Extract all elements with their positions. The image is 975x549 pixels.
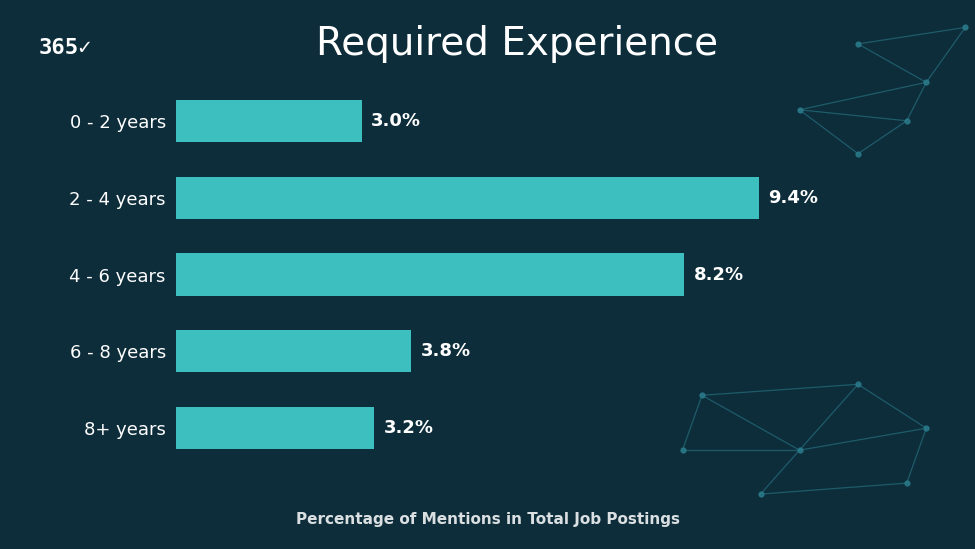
Bar — [176, 407, 374, 449]
Text: 9.4%: 9.4% — [768, 189, 818, 207]
Bar — [176, 330, 411, 372]
Text: 8.2%: 8.2% — [693, 266, 744, 283]
Text: 3.8%: 3.8% — [420, 342, 471, 360]
Bar — [176, 177, 759, 219]
Bar — [176, 254, 684, 295]
Text: 365✓: 365✓ — [39, 38, 93, 58]
Text: Percentage of Mentions in Total Job Postings: Percentage of Mentions in Total Job Post… — [295, 512, 680, 527]
Bar — [176, 100, 362, 142]
Text: 3.0%: 3.0% — [370, 112, 421, 130]
Text: 3.2%: 3.2% — [383, 419, 433, 437]
Title: Required Experience: Required Experience — [316, 25, 718, 63]
